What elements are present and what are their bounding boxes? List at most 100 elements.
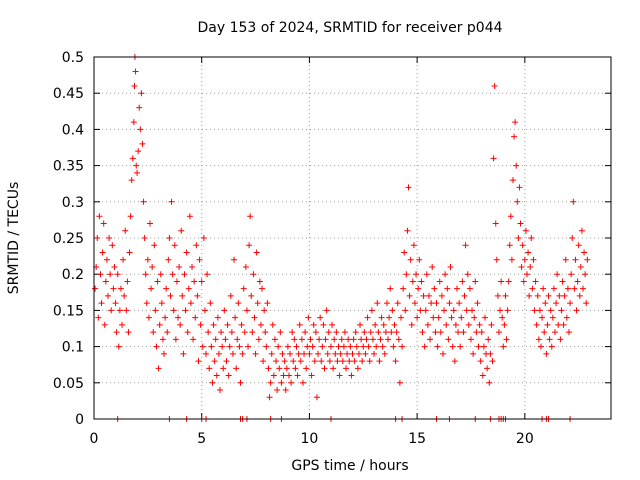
data-point xyxy=(421,343,428,350)
data-point xyxy=(484,365,491,372)
data-point xyxy=(111,263,118,270)
data-point xyxy=(537,343,544,350)
data-point xyxy=(570,198,577,205)
data-point xyxy=(359,358,366,365)
data-point xyxy=(490,155,497,162)
data-point xyxy=(441,307,448,314)
data-point xyxy=(509,177,516,184)
data-point xyxy=(266,394,273,401)
data-point xyxy=(287,350,294,357)
data-point xyxy=(546,336,553,343)
data-point xyxy=(491,82,498,89)
data-point xyxy=(523,271,530,278)
y-tick-label: 0.25 xyxy=(53,231,84,247)
data-point xyxy=(240,285,247,292)
data-point xyxy=(94,235,101,241)
data-point xyxy=(288,379,295,386)
data-point xyxy=(95,314,102,321)
data-point xyxy=(149,263,156,270)
data-point xyxy=(363,336,370,343)
data-point xyxy=(195,358,202,365)
data-point xyxy=(256,278,263,285)
data-point xyxy=(140,198,147,205)
data-point xyxy=(213,372,220,379)
y-tick-label: 0.05 xyxy=(53,376,84,392)
data-point xyxy=(129,155,136,162)
data-point xyxy=(488,321,495,328)
data-point xyxy=(293,343,300,350)
data-point xyxy=(481,314,488,321)
data-point xyxy=(184,329,191,336)
data-point xyxy=(271,336,278,343)
data-point xyxy=(294,372,301,379)
data-point xyxy=(228,329,235,336)
data-point xyxy=(98,300,105,307)
data-point xyxy=(355,350,362,357)
data-point xyxy=(290,358,297,365)
data-point xyxy=(575,242,582,249)
y-tick-label: 0.4 xyxy=(62,122,84,138)
data-point xyxy=(325,329,332,336)
data-point xyxy=(451,358,458,365)
data-point xyxy=(374,300,381,307)
data-point xyxy=(222,336,229,343)
data-point xyxy=(529,285,536,292)
data-point xyxy=(318,358,325,365)
data-point xyxy=(583,300,590,307)
data-point xyxy=(368,307,375,314)
data-point xyxy=(535,336,542,343)
data-point xyxy=(475,343,482,350)
data-point xyxy=(334,358,341,365)
data-point xyxy=(526,292,533,299)
data-point xyxy=(343,365,350,372)
data-point xyxy=(147,220,154,227)
data-point xyxy=(474,300,481,307)
data-point xyxy=(350,336,357,343)
data-point xyxy=(465,321,472,328)
data-point xyxy=(435,314,442,321)
data-point xyxy=(191,278,198,285)
data-point xyxy=(405,184,412,191)
data-point xyxy=(144,256,151,263)
data-point xyxy=(487,350,494,357)
data-point xyxy=(571,285,578,292)
data-point xyxy=(115,343,122,350)
data-point xyxy=(391,321,398,328)
data-point xyxy=(517,220,524,227)
data-point xyxy=(168,198,175,205)
data-point xyxy=(341,329,348,336)
data-point xyxy=(199,343,206,350)
data-point xyxy=(307,336,314,343)
data-point xyxy=(131,82,138,89)
data-point xyxy=(506,242,513,249)
data-point xyxy=(274,387,281,394)
data-point xyxy=(97,271,104,278)
data-point xyxy=(263,343,270,350)
data-point xyxy=(190,336,197,343)
data-point xyxy=(431,285,438,292)
data-point xyxy=(409,278,416,285)
data-point xyxy=(375,329,382,336)
data-point xyxy=(493,256,500,263)
data-point xyxy=(224,321,231,328)
data-point xyxy=(512,119,519,126)
data-point xyxy=(550,285,557,292)
data-point xyxy=(357,321,364,328)
data-point xyxy=(572,256,579,263)
data-point xyxy=(439,350,446,357)
data-point xyxy=(96,213,103,220)
data-point xyxy=(389,307,396,314)
data-point xyxy=(92,285,99,292)
data-point xyxy=(277,329,284,336)
data-point xyxy=(120,256,127,263)
data-point xyxy=(217,387,224,394)
data-point xyxy=(322,336,329,343)
data-point xyxy=(371,350,378,357)
data-point xyxy=(545,292,552,299)
data-point xyxy=(109,242,116,249)
data-point xyxy=(313,394,320,401)
y-tick-label: 0.1 xyxy=(62,340,84,356)
data-point xyxy=(340,343,347,350)
data-point xyxy=(209,379,216,386)
